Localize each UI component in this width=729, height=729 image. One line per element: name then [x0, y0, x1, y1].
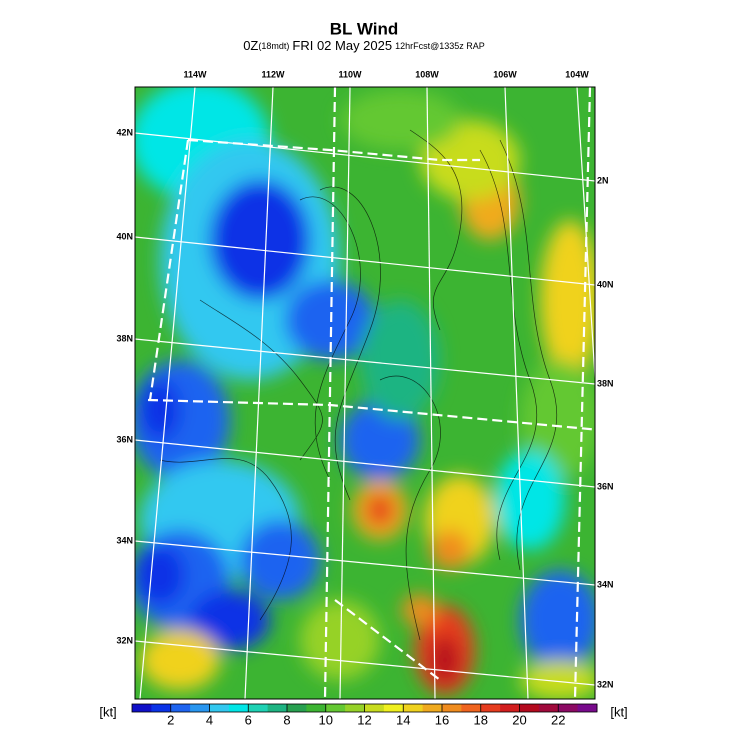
colorbar-tick-label: 2: [167, 712, 174, 727]
colorbar-tick-label: 6: [245, 712, 252, 727]
colorbar-swatch: [422, 704, 443, 712]
lat-label: 34N: [597, 579, 614, 589]
colorbar-swatch: [577, 704, 598, 712]
lat-label: 38N: [116, 333, 133, 343]
lon-label: 110W: [338, 69, 362, 79]
colorbar-swatch: [480, 704, 501, 712]
colorbar-tick-label: 20: [512, 712, 526, 727]
colorbar-tick-label: 22: [551, 712, 565, 727]
subtitle-part: (18mdt): [258, 41, 289, 51]
colorbar-swatch: [500, 704, 520, 712]
lat-label: 36N: [597, 481, 614, 491]
lat-label: 32N: [597, 679, 614, 689]
colorbar-swatch: [248, 704, 269, 712]
colorbar-swatch: [287, 704, 307, 712]
map-frame: [134, 86, 596, 700]
lon-label: 106W: [493, 69, 517, 79]
colorbar-tick-label: 8: [283, 712, 290, 727]
colorbar-tick-label: 4: [206, 712, 213, 727]
lon-label: 114W: [183, 69, 207, 79]
lat-label: 2N: [597, 175, 609, 185]
colorbar-unit: [kt]: [610, 704, 627, 719]
colorbar-swatch: [209, 704, 230, 712]
colorbar-swatch: [519, 704, 540, 712]
colorbar-swatch: [170, 704, 191, 712]
colorbar-swatch: [325, 704, 346, 712]
lat-label: 32N: [116, 635, 133, 645]
colorbar-swatch: [267, 704, 288, 712]
lon-label: 112W: [261, 69, 285, 79]
colorbar-swatch: [558, 704, 579, 712]
colorbar-swatch: [461, 704, 482, 712]
colorbar-swatch: [345, 704, 365, 712]
colorbar-swatch: [403, 704, 424, 712]
colorbar-swatch: [151, 704, 172, 712]
colorbar-swatch: [383, 704, 404, 712]
colorbar-tick-label: 16: [435, 712, 449, 727]
map-field: [135, 87, 595, 699]
lat-label: 36N: [116, 434, 133, 444]
colorbar-tick-label: 10: [319, 712, 333, 727]
colorbar-swatch: [538, 704, 559, 712]
title: BL Wind: [330, 19, 398, 38]
lat-label: 34N: [116, 535, 133, 545]
subtitle-part: 12hrFcst@1335z RAP: [395, 41, 485, 51]
colorbar-tick-label: 18: [474, 712, 488, 727]
colorbar-swatch: [132, 704, 152, 712]
subtitle: 0Z(18mdt) FRI 02 May 2025 12hrFcst@1335z R…: [243, 38, 485, 53]
lat-label: 38N: [597, 378, 614, 388]
colorbar-swatch: [364, 704, 385, 712]
subtitle-part: FRI 02 May 2025: [292, 38, 392, 53]
lat-label: 40N: [116, 231, 133, 241]
lat-label: 40N: [597, 279, 614, 289]
colorbar-swatch: [442, 704, 462, 712]
colorbar-swatch: [306, 704, 327, 712]
colorbar-tick-label: 14: [396, 712, 410, 727]
subtitle-part: 0Z: [243, 38, 258, 53]
colorbar-unit: [kt]: [99, 704, 116, 719]
lon-label: 108W: [415, 69, 439, 79]
colorbar-swatch: [190, 704, 210, 712]
colorbar-swatch: [228, 704, 249, 712]
colorbar-tick-label: 12: [357, 712, 371, 727]
lon-label: 104W: [565, 69, 589, 79]
lat-label: 42N: [116, 127, 133, 137]
